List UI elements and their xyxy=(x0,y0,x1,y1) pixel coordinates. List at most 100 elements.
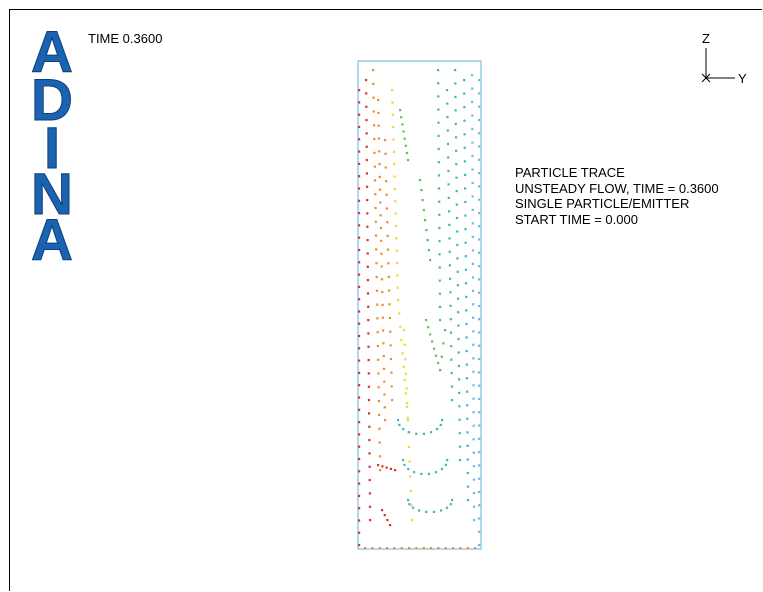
particle-point xyxy=(378,413,381,416)
particle-point xyxy=(429,259,432,262)
particle-point xyxy=(465,309,468,312)
particle-point xyxy=(393,547,396,550)
particle-point xyxy=(364,547,367,550)
particle-point xyxy=(368,465,371,468)
particle-point xyxy=(391,101,394,104)
particle-point xyxy=(478,198,481,201)
particle-point xyxy=(358,544,361,547)
particle-point xyxy=(406,402,409,405)
particle-point xyxy=(368,505,372,508)
particle-point xyxy=(466,547,469,550)
particle-point xyxy=(374,206,377,210)
particle-point xyxy=(420,472,423,475)
particle-point xyxy=(478,477,481,480)
particle-point xyxy=(437,69,440,72)
particle-point xyxy=(463,173,467,176)
info-emitter: SINGLE PARTICLE/EMITTER xyxy=(515,196,690,211)
particle-point xyxy=(435,471,438,474)
particle-point xyxy=(478,105,481,108)
particle-point xyxy=(380,239,383,242)
particle-point xyxy=(395,249,398,252)
logo-letter-a2: A xyxy=(31,208,74,273)
particle-point xyxy=(377,111,380,114)
particle-point xyxy=(358,89,361,92)
particle-point xyxy=(478,504,481,507)
particle-point xyxy=(472,438,475,441)
particle-point xyxy=(400,547,403,550)
particle-point xyxy=(478,451,481,454)
particle-point xyxy=(367,345,370,348)
particle-point xyxy=(422,547,425,550)
particle-point xyxy=(376,317,379,320)
particle-point xyxy=(425,229,428,232)
particle-point xyxy=(372,96,375,99)
particle-point xyxy=(478,530,481,533)
particle-point xyxy=(403,463,406,466)
particle-point xyxy=(369,519,372,522)
particle-point xyxy=(456,297,460,300)
particle-point xyxy=(478,251,481,254)
particle-point xyxy=(464,228,467,231)
particle-point xyxy=(394,469,397,472)
particle-point xyxy=(367,385,370,388)
particle-point xyxy=(478,517,481,520)
particle-point xyxy=(449,331,453,334)
particle-point xyxy=(425,319,428,322)
particle-point xyxy=(463,92,466,95)
particle-point xyxy=(449,318,452,321)
particle-point xyxy=(478,411,481,414)
particle-point xyxy=(458,391,461,394)
particle-trace-info: PARTICLE TRACE UNSTEADY FLOW, TIME = 0.3… xyxy=(515,165,719,227)
logo-letter-a1: A xyxy=(31,20,74,85)
info-title: PARTICLE TRACE xyxy=(515,165,625,180)
particle-point xyxy=(478,544,481,547)
particle-point xyxy=(395,261,399,265)
particle-point xyxy=(403,137,406,140)
particle-point xyxy=(478,185,481,188)
particle-point xyxy=(444,547,447,550)
particle-point xyxy=(471,114,474,117)
particle-point xyxy=(478,437,481,440)
particle-point xyxy=(372,69,375,72)
particle-point xyxy=(388,289,391,292)
particle-point xyxy=(455,176,458,179)
particle-point xyxy=(457,338,460,341)
particle-point xyxy=(375,275,378,279)
particle-point xyxy=(437,547,440,550)
particle-point xyxy=(403,329,406,332)
particle-point xyxy=(471,262,474,265)
particle-point xyxy=(373,124,376,127)
particle-point xyxy=(409,489,412,492)
particle-point xyxy=(365,159,368,162)
particle-point xyxy=(438,305,442,308)
particle-point xyxy=(402,130,405,133)
particle-point xyxy=(372,110,375,113)
particle-point xyxy=(402,365,405,368)
particle-point xyxy=(375,248,378,251)
particle-point xyxy=(358,285,361,288)
particle-point xyxy=(380,265,383,268)
particle-point xyxy=(358,224,361,227)
particle-point xyxy=(378,441,381,444)
particle-point xyxy=(388,303,391,306)
particle-point xyxy=(366,225,369,228)
particle-point xyxy=(454,95,457,99)
particle-point xyxy=(374,234,378,237)
particle-point xyxy=(392,150,395,153)
particle-point xyxy=(381,509,384,512)
particle-point xyxy=(397,299,400,302)
particle-point xyxy=(358,421,361,424)
particle-point xyxy=(405,387,408,390)
particle-point xyxy=(358,125,361,129)
particle-point xyxy=(432,510,435,513)
particle-point xyxy=(457,324,460,327)
particle-point xyxy=(386,519,389,522)
particle-point xyxy=(386,221,389,224)
particle-point xyxy=(456,270,459,273)
particle-point xyxy=(386,234,389,237)
y-axis-label: Y xyxy=(738,71,747,86)
particle-point xyxy=(433,347,436,350)
particle-point xyxy=(358,347,361,350)
particle-point xyxy=(410,504,413,507)
